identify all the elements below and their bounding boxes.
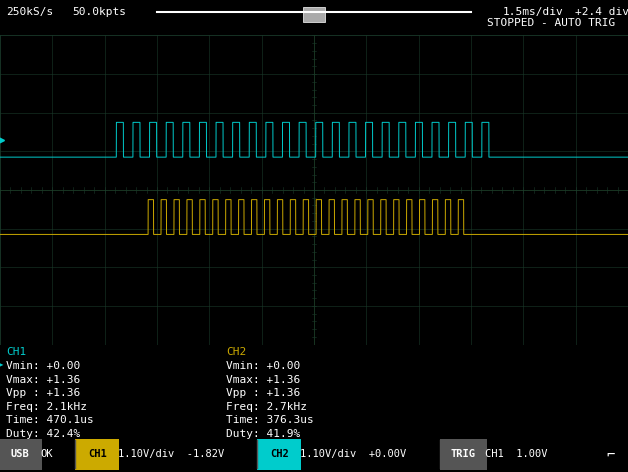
Text: Freq: 2.1kHz: Freq: 2.1kHz	[6, 402, 87, 412]
Text: 50.0kpts: 50.0kpts	[72, 7, 126, 17]
Text: Vpp : +1.36: Vpp : +1.36	[226, 388, 300, 398]
Text: 1.10V/div  -1.82V: 1.10V/div -1.82V	[118, 449, 224, 459]
Text: Vmax: +1.36: Vmax: +1.36	[226, 375, 300, 385]
Text: CH1  1.00V: CH1 1.00V	[485, 449, 548, 459]
Text: CH1: CH1	[6, 347, 26, 357]
Text: +2.4 divs: +2.4 divs	[575, 7, 628, 17]
Text: 1.5ms/div: 1.5ms/div	[502, 7, 563, 17]
FancyBboxPatch shape	[303, 7, 325, 22]
Text: Vmax: +1.36: Vmax: +1.36	[6, 375, 80, 385]
Text: OK: OK	[41, 449, 53, 459]
Text: Duty: 41.9%: Duty: 41.9%	[226, 429, 300, 439]
FancyBboxPatch shape	[440, 439, 487, 470]
Text: Freq: 2.7kHz: Freq: 2.7kHz	[226, 402, 307, 412]
Text: 1.10V/div  +0.00V: 1.10V/div +0.00V	[300, 449, 406, 459]
Text: USB: USB	[10, 449, 29, 459]
Text: 250kS/s: 250kS/s	[6, 7, 53, 17]
Text: Time: 470.1us: Time: 470.1us	[6, 415, 94, 425]
Text: Vmin: +0.00: Vmin: +0.00	[226, 361, 300, 371]
FancyBboxPatch shape	[257, 439, 301, 470]
FancyBboxPatch shape	[75, 439, 119, 470]
Text: Time: 376.3us: Time: 376.3us	[226, 415, 314, 425]
Text: CH2: CH2	[270, 449, 289, 459]
Text: TRIG: TRIG	[451, 449, 475, 459]
Text: Vpp : +1.36: Vpp : +1.36	[6, 388, 80, 398]
Text: ▶: ▶	[0, 360, 3, 369]
Text: CH1: CH1	[88, 449, 107, 459]
Text: Vmin: +0.00: Vmin: +0.00	[6, 361, 80, 371]
Text: CH2: CH2	[226, 347, 246, 357]
FancyBboxPatch shape	[0, 439, 42, 470]
Text: Duty: 42.4%: Duty: 42.4%	[6, 429, 80, 439]
Text: STOPPED - AUTO TRIG: STOPPED - AUTO TRIG	[487, 18, 615, 28]
Text: ⌐: ⌐	[606, 447, 614, 461]
